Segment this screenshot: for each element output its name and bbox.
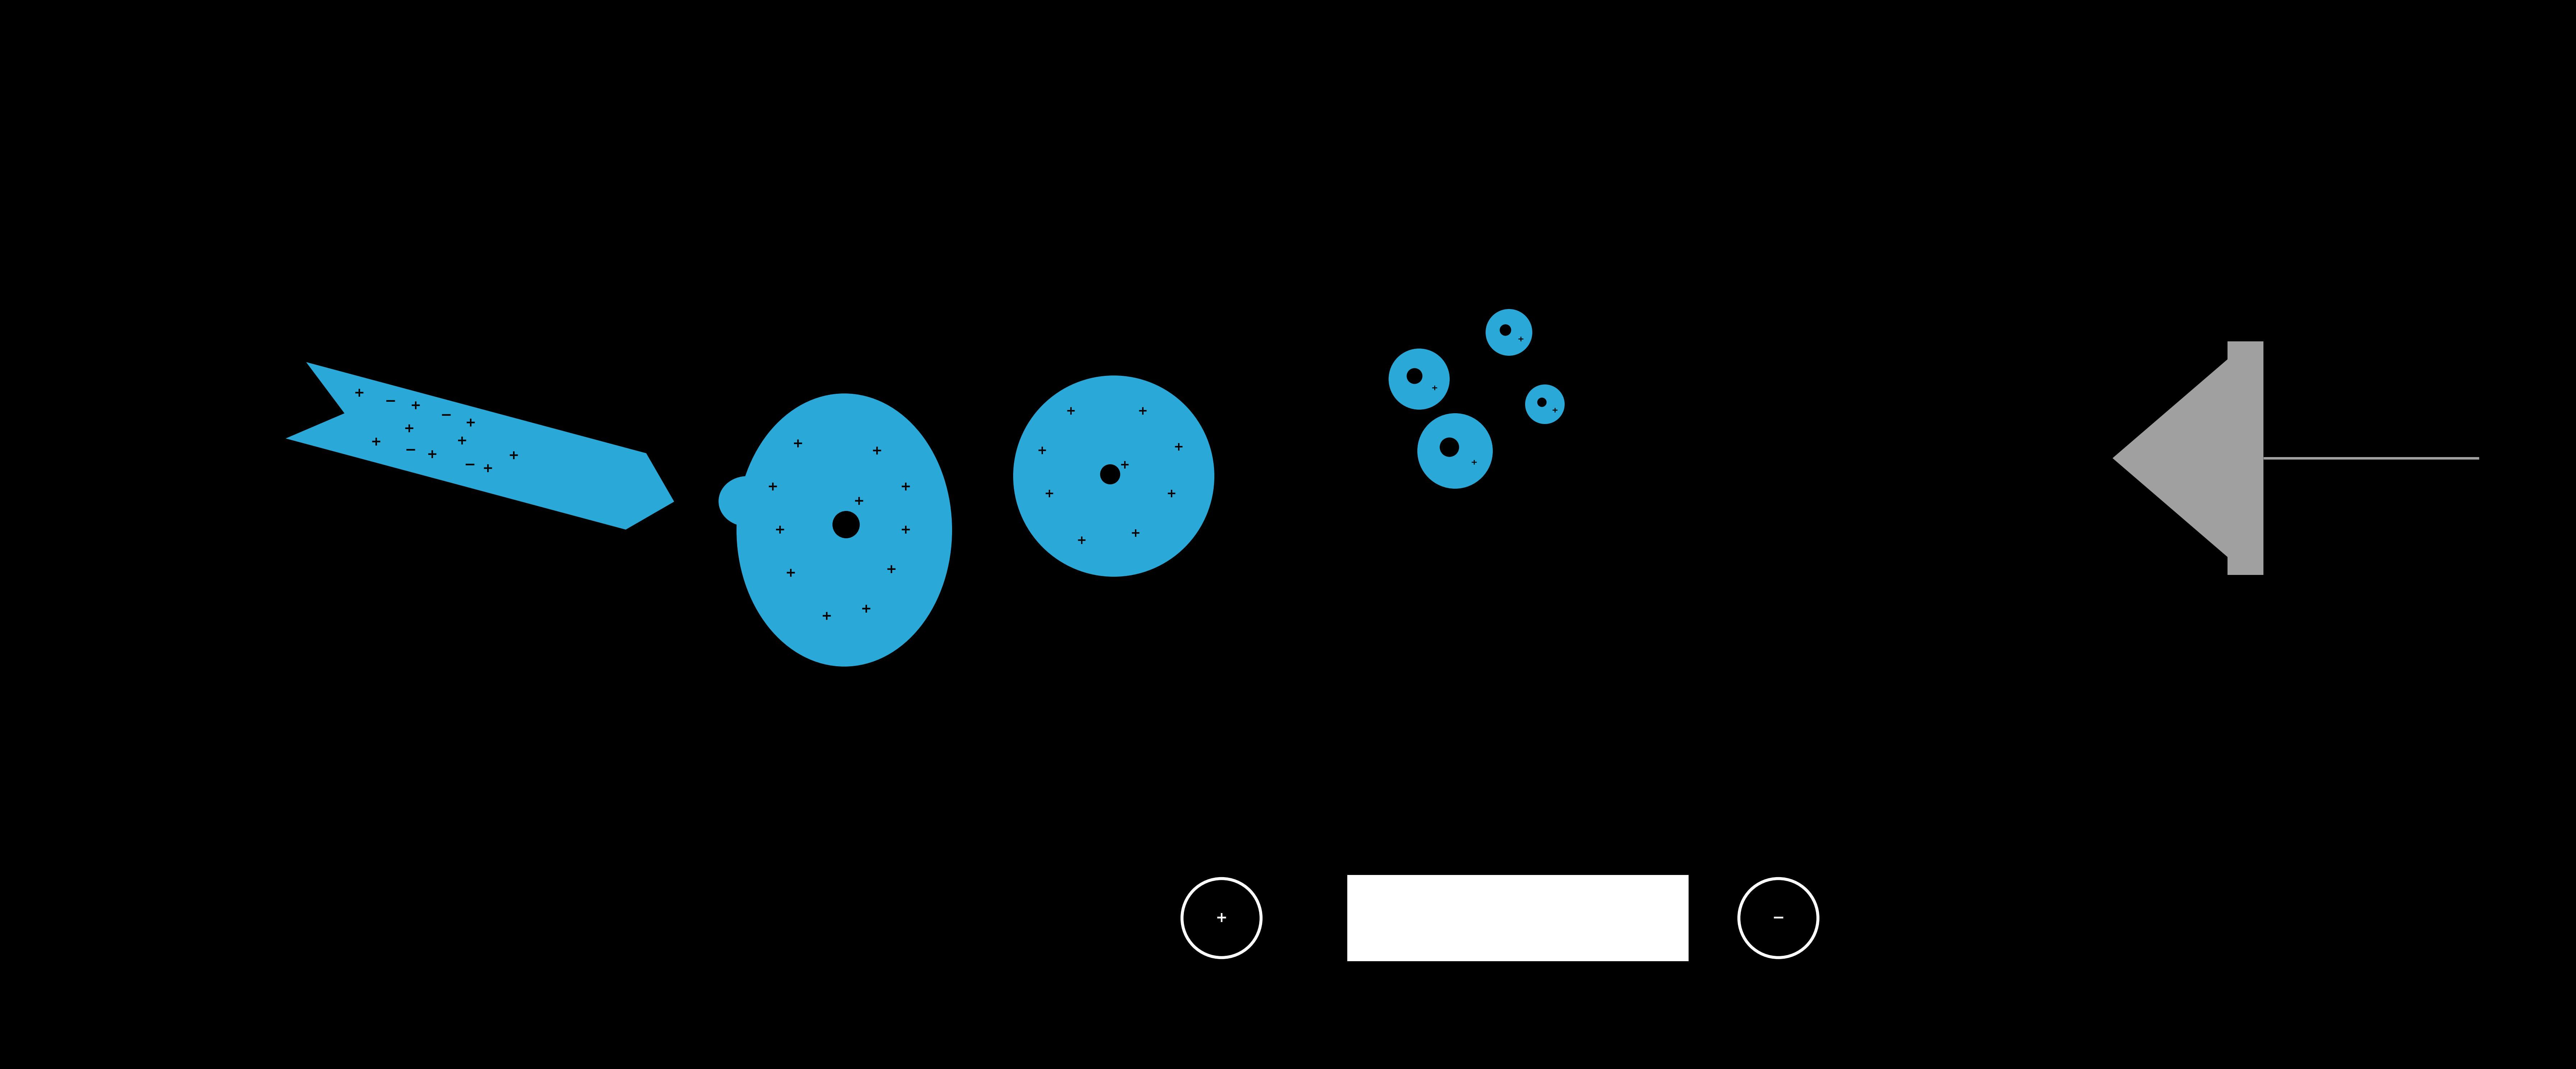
Text: +: + — [860, 603, 871, 615]
Text: +: + — [822, 610, 832, 622]
Text: +: + — [507, 449, 518, 462]
Text: +: + — [1551, 406, 1558, 414]
Text: +: + — [353, 387, 366, 399]
Text: +: + — [853, 495, 863, 508]
Text: +: + — [1172, 441, 1182, 453]
Text: +: + — [482, 462, 492, 475]
Text: +: + — [456, 435, 466, 447]
Circle shape — [1486, 309, 1533, 356]
Text: +: + — [871, 445, 881, 458]
Circle shape — [1406, 368, 1422, 384]
Text: +: + — [791, 437, 804, 450]
Circle shape — [1100, 464, 1121, 484]
Text: +: + — [1216, 911, 1226, 925]
Circle shape — [1499, 324, 1512, 336]
Text: +: + — [1077, 534, 1087, 546]
Circle shape — [1388, 348, 1450, 409]
Text: −: − — [404, 444, 417, 458]
Text: +: + — [1471, 459, 1476, 466]
Polygon shape — [2112, 359, 2228, 557]
Polygon shape — [286, 362, 675, 529]
Circle shape — [832, 511, 860, 539]
Text: +: + — [371, 436, 381, 448]
Bar — [1347, 874, 1687, 961]
Text: +: + — [786, 567, 796, 579]
Text: −: − — [440, 408, 451, 422]
Text: −: − — [464, 458, 477, 471]
Circle shape — [1440, 437, 1458, 456]
Text: +: + — [773, 524, 786, 537]
Circle shape — [1012, 375, 1213, 576]
Text: +: + — [1121, 460, 1128, 471]
Text: +: + — [410, 400, 420, 412]
Text: +: + — [464, 417, 477, 429]
Ellipse shape — [737, 393, 953, 667]
Circle shape — [1417, 414, 1492, 489]
Text: +: + — [768, 481, 778, 493]
Text: +: + — [1036, 445, 1046, 456]
Text: +: + — [1139, 405, 1146, 417]
Text: +: + — [1167, 489, 1177, 500]
Text: +: + — [899, 524, 912, 537]
Text: +: + — [1430, 385, 1437, 392]
Circle shape — [1525, 385, 1564, 424]
Text: +: + — [1517, 336, 1525, 343]
Text: +: + — [404, 422, 415, 435]
Bar — [2228, 341, 2264, 575]
Text: −: − — [384, 394, 397, 408]
Circle shape — [1538, 398, 1546, 407]
Text: +: + — [1131, 528, 1141, 540]
Text: +: + — [1043, 489, 1054, 500]
Ellipse shape — [719, 476, 775, 526]
Text: +: + — [428, 449, 438, 461]
Text: +: + — [1066, 405, 1077, 417]
Text: +: + — [886, 563, 896, 575]
Text: −: − — [1772, 911, 1785, 926]
Text: +: + — [899, 481, 912, 493]
